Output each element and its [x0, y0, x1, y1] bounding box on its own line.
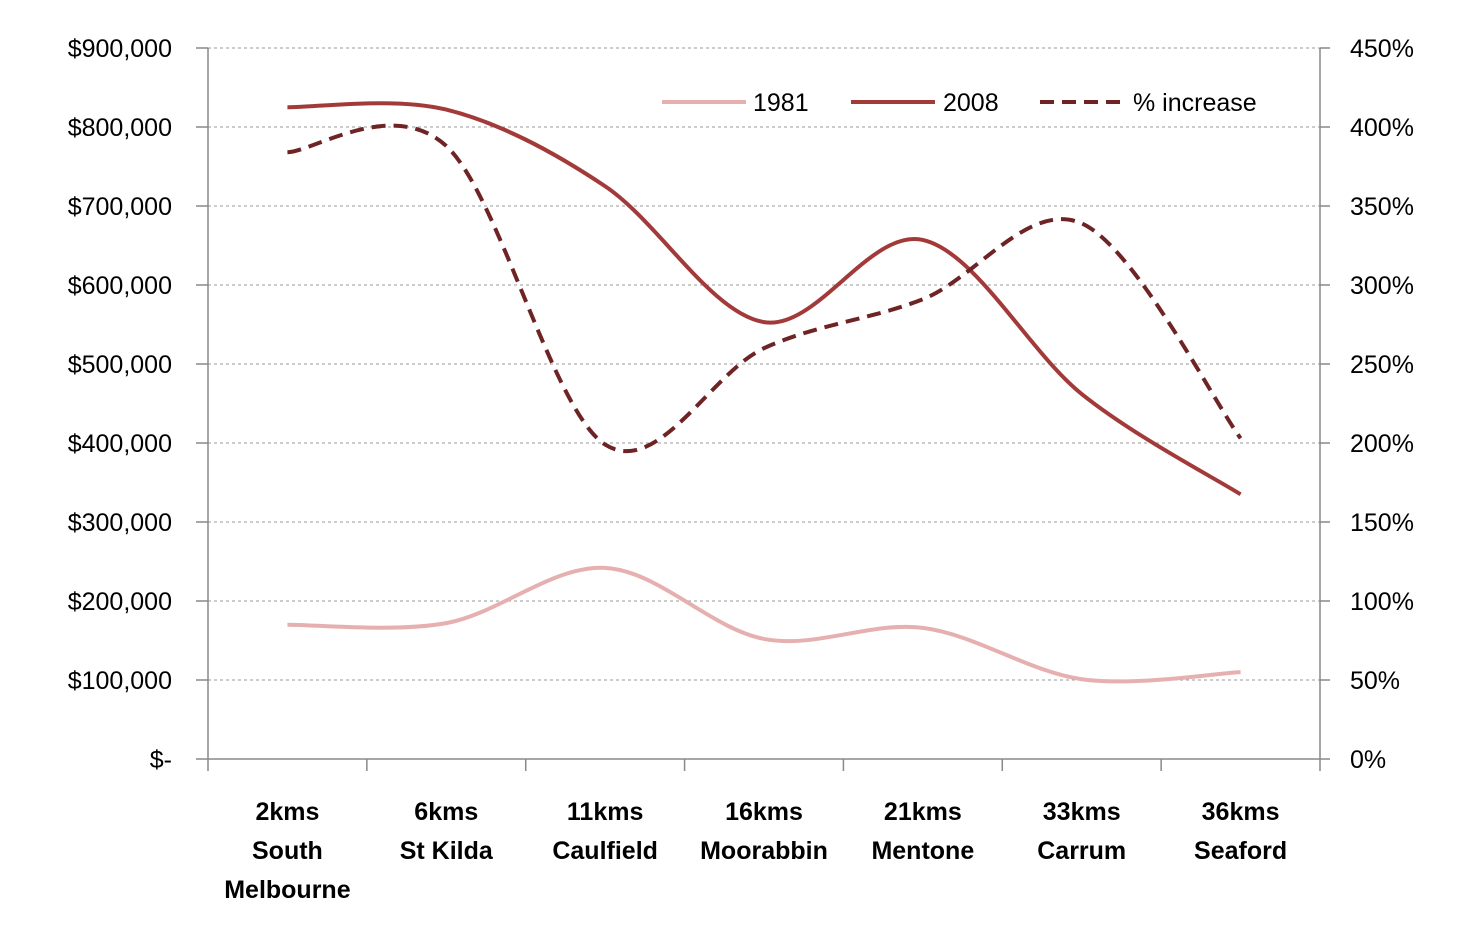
left-axis-tick-label: $700,000 [68, 193, 172, 221]
gridlines [208, 47, 1320, 681]
series-line-1981 [287, 565, 1241, 684]
right-axis-tick-label: 100% [1350, 588, 1414, 616]
legend-label: % increase [1133, 89, 1257, 117]
left-axis-tick-label: $100,000 [68, 667, 172, 695]
x-axis-category-label: 36kms Seaford [1194, 798, 1287, 865]
category-label-line: South [252, 837, 323, 865]
right-axis-tick-label: 200% [1350, 430, 1414, 458]
left-axis-tick-label: $600,000 [68, 272, 172, 300]
x-axis-category-label: 21kms Mentone [871, 798, 974, 865]
x-axis-category-label: 6kms St Kilda [400, 798, 494, 865]
category-label-line: Caulfield [552, 837, 658, 865]
left-axis-tick-label: $300,000 [68, 509, 172, 537]
x-axis-category-label: 33kms Carrum [1037, 798, 1126, 865]
series-line-2008 [287, 101, 1242, 497]
left-axis-tick-label: $800,000 [68, 114, 172, 142]
legend-label: 2008 [943, 89, 999, 117]
legend-item: 2008 [851, 89, 999, 117]
right-axis-tick-label: 450% [1350, 35, 1414, 63]
right-axis-tick-label: 250% [1350, 351, 1414, 379]
category-label-line: Melbourne [224, 876, 350, 904]
left-axis-tick-label: $200,000 [68, 588, 172, 616]
legend: 1981 2008 % increase [662, 89, 1257, 117]
left-axis-tick-label: $500,000 [68, 351, 172, 379]
category-label-line: Seaford [1194, 837, 1287, 865]
left-axis-tick-label: $- [150, 746, 172, 774]
category-label-line: 11kms [567, 798, 643, 826]
category-label-line: Carrum [1037, 837, 1126, 865]
category-label-line: 33kms [1043, 798, 1121, 826]
left-axis-tick-label: $900,000 [68, 35, 172, 63]
right-axis-tick-label: 0% [1350, 746, 1386, 774]
category-label-line: 21kms [884, 798, 962, 826]
x-axis-category-label: 16kms Moorabbin [700, 798, 828, 865]
legend-item: % increase [1040, 89, 1257, 117]
legend-label: 1981 [753, 89, 809, 117]
right-axis-tick-label: 150% [1350, 509, 1414, 537]
category-label-line: 2kms [255, 798, 319, 826]
legend-item: 1981 [662, 89, 809, 117]
x-axis-category-label: 11kms Caulfield [552, 798, 658, 865]
series-lines [287, 101, 1243, 684]
category-label-line: St Kilda [400, 837, 494, 865]
right-axis-tick-label: 50% [1350, 667, 1400, 695]
series-line-increase [287, 123, 1243, 454]
category-label-line: 6kms [414, 798, 478, 826]
axes [196, 47, 1330, 771]
tick-labels: $- $100,000 $200,000 $300,000 $400,000 $500,0… [68, 35, 1414, 904]
right-axis-tick-label: 400% [1350, 114, 1414, 142]
x-axis-category-label: 2kms South Melbourne [224, 798, 350, 904]
category-label-line: 36kms [1202, 798, 1280, 826]
category-label-line: Moorabbin [700, 837, 828, 865]
category-label-line: 16kms [725, 798, 803, 826]
right-axis-tick-label: 300% [1350, 272, 1414, 300]
left-axis-tick-label: $400,000 [68, 430, 172, 458]
category-label-line: Mentone [871, 837, 974, 865]
right-axis-tick-label: 350% [1350, 193, 1414, 221]
